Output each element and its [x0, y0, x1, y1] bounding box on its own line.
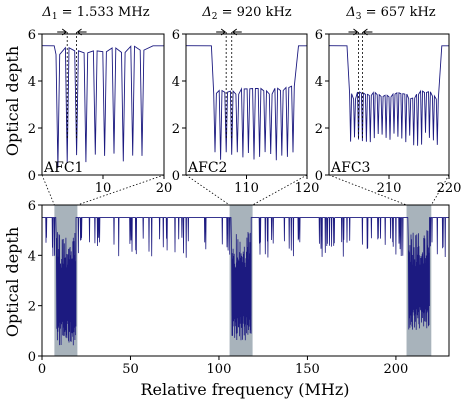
afc2-y-tick-label: 4	[172, 75, 180, 90]
afc3-y-tick-label: 0	[315, 169, 323, 184]
afc3-x-tick-label: 220	[437, 181, 462, 196]
spectrum-series-line	[42, 217, 449, 346]
x-axis-label: Relative frequency (MHz)	[140, 380, 349, 399]
afc2-title: Δ2 = 920 kHz	[201, 5, 291, 22]
afc3-y-tick-label: 6	[315, 28, 323, 43]
zoom-connector	[430, 174, 450, 206]
afc2-y-tick-label: 0	[172, 169, 180, 184]
afc2-y-tick-label: 6	[172, 28, 180, 43]
zoom-connector	[185, 174, 230, 206]
afc1-x-tick-label: 20	[156, 181, 173, 196]
spectrum-x-tick-label: 200	[383, 362, 408, 377]
afc3-series-line	[328, 45, 449, 146]
afc1-title: Δ1 = 1.533 MHz	[41, 5, 149, 22]
spectrum-y-tick-label: 6	[28, 199, 36, 214]
spectrum-x-tick-label: 150	[295, 362, 320, 377]
spectrum-y-tick-label: 4	[28, 249, 36, 264]
zoom-connector	[77, 174, 165, 206]
spectrum-frame	[41, 204, 450, 357]
afc2-x-tick-label: 110	[234, 181, 259, 196]
afc3-label: AFC3	[330, 160, 370, 176]
afc2-x-tick-label: 120	[295, 181, 320, 196]
afc1-y-tick-label: 0	[28, 169, 36, 184]
afc1-x-tick-label: 10	[95, 181, 112, 196]
afc2-label: AFC2	[187, 160, 227, 176]
zoom-connector	[41, 174, 55, 206]
afc1-y-tick-label: 4	[28, 75, 36, 90]
afc2-y-tick-label: 2	[172, 122, 180, 137]
main-y-axis-label: Optical depth	[3, 227, 22, 337]
spectrum-x-tick-label: 100	[207, 362, 232, 377]
afc1-y-tick-label: 6	[28, 28, 36, 43]
afc2-series-line	[185, 45, 307, 161]
spectrum-x-tick-label: 50	[122, 362, 139, 377]
afc1-y-tick-label: 2	[28, 122, 36, 137]
afc3-y-tick-label: 2	[315, 122, 323, 137]
afc1-label: AFC1	[43, 160, 83, 176]
spectrum-x-tick-label: 0	[38, 362, 46, 377]
afc1-series-line	[41, 45, 164, 168]
afc3-x-tick-label: 210	[377, 181, 402, 196]
afc3-title: Δ3 = 657 kHz	[345, 5, 435, 22]
inset-y-axis-label: Optical depth	[3, 46, 22, 156]
spectrum-y-tick-label: 0	[28, 350, 36, 365]
spectrum-y-tick-label: 2	[28, 300, 36, 315]
afc3-y-tick-label: 4	[315, 75, 323, 90]
